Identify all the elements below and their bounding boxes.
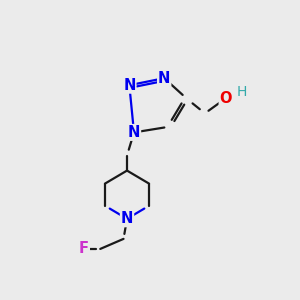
Text: O: O (220, 91, 232, 106)
Text: H: H (237, 85, 247, 99)
Text: F: F (79, 242, 89, 256)
Text: N: N (128, 125, 140, 140)
Text: N: N (123, 78, 136, 93)
Text: N: N (158, 71, 170, 86)
Text: N: N (121, 211, 133, 226)
